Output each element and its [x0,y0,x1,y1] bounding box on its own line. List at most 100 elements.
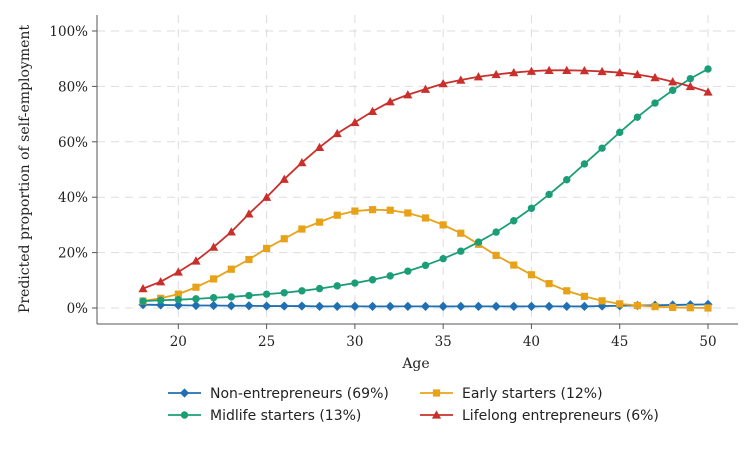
data-point [156,296,165,304]
x-tick-label: 45 [611,334,628,350]
data-point [616,128,624,137]
data-point [473,72,484,81]
data-point [527,271,536,279]
data-point [191,300,201,311]
legend-item: Early starters (12%) [420,386,603,402]
x-tick-label: 20 [170,334,187,350]
legend-item: Non-entrepreneurs (69%) [168,386,389,402]
data-point [579,66,590,75]
data-point [633,113,642,121]
data-point [262,290,271,298]
data-point [192,283,200,291]
data-point [244,301,254,311]
data-point [545,190,553,199]
data-point [174,295,183,304]
series-triangle [138,65,713,293]
legend-label: Non-entrepreneurs (69%) [210,386,389,402]
data-point [173,267,183,276]
data-point [404,267,412,275]
data-point [492,251,500,259]
x-tick-label: 50 [699,334,716,350]
data-point [562,65,572,75]
data-point [156,277,166,286]
data-point [632,69,642,79]
data-point [297,301,307,311]
data-point [333,282,341,290]
data-point [386,206,394,214]
data-point [563,287,571,295]
data-point [703,299,713,309]
data-point [298,287,306,295]
data-point [245,291,253,300]
x-axis-ticks: 20 25 30 35 40 45 50 [170,324,717,350]
data-point [226,227,236,236]
data-point [367,301,378,311]
data-point [615,67,625,77]
y-tick-label: 60% [58,135,88,151]
data-point [385,97,395,106]
data-point [386,272,394,280]
legend-label: Early starters (12%) [462,386,603,402]
data-point [492,228,500,236]
series-line [142,69,709,290]
legend-label: Midlife starters (13%) [210,408,361,424]
data-point [580,160,589,168]
data-point [227,293,235,301]
data-point [314,301,325,311]
data-point [420,301,431,311]
data-point [403,90,413,99]
data-point [509,67,519,77]
data-point [314,142,325,152]
data-point [261,301,272,311]
data-point [563,176,571,184]
legend-swatch-marker [431,410,442,419]
y-axis-ticks: 0% 20% 40% 60% 80% 100% [49,24,97,317]
data-point [261,192,272,201]
data-point [457,247,465,255]
data-point [315,284,324,293]
x-tick-label: 40 [523,334,540,350]
data-point [280,235,288,243]
data-point [669,303,677,312]
data-point [473,301,484,311]
data-point [298,225,306,233]
data-point [262,244,271,253]
data-point [527,204,536,212]
data-point [403,301,413,311]
data-point [544,65,554,75]
data-point [351,207,359,215]
data-point [350,117,360,127]
legend-swatch-marker [432,389,441,397]
y-tick-label: 40% [58,190,88,206]
gridlines [97,15,738,324]
data-point [209,300,219,311]
data-point [209,242,219,251]
series-circle [139,65,712,305]
data-point [457,229,465,237]
data-point [351,279,359,287]
data-point [686,74,695,83]
data-point [139,297,147,305]
legend-label: Lifelong entrepreneurs (6%) [462,408,659,424]
data-point [562,301,572,311]
data-point [333,211,341,219]
data-point [703,87,713,96]
data-point [597,66,607,76]
x-tick-label: 30 [346,334,363,350]
legend-item: Lifelong entrepreneurs (6%) [420,408,659,424]
legend-item: Midlife starters (13%) [168,408,361,424]
data-point [456,301,466,311]
series-square [139,206,712,312]
data-point [210,275,218,283]
data-point [279,301,289,311]
data-point [226,301,236,311]
series-line [142,208,709,309]
data-point [192,295,200,303]
data-point [420,84,431,93]
data-point [597,301,607,311]
data-point [651,303,659,311]
data-point [474,238,483,246]
data-point [368,276,377,284]
data-point [332,128,342,138]
data-point [385,301,395,311]
